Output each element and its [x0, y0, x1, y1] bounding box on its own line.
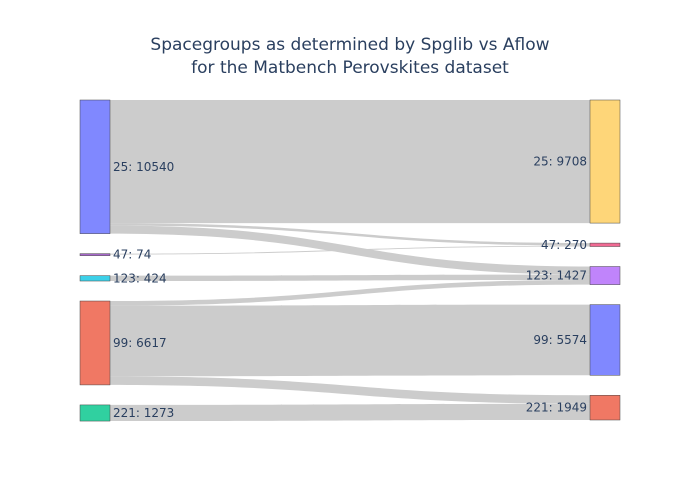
right-node-label-123: 123: 1427: [526, 269, 587, 283]
left-node-123[interactable]: [79, 275, 111, 282]
right-node-label-47: 47: 270: [541, 238, 587, 252]
sankey-link-47-to-47[interactable]: [110, 245, 590, 255]
left-node-25[interactable]: [79, 99, 111, 234]
right-node-label-221: 221: 1949: [526, 401, 587, 415]
right-node-221[interactable]: [589, 395, 621, 421]
right-node-label-25: 25: 9708: [533, 155, 587, 169]
left-node-label-99: 99: 6617: [113, 336, 167, 350]
chart-title-line-1: Spacegroups as determined by Spglib vs A…: [150, 35, 549, 55]
left-node-221[interactable]: [79, 404, 111, 422]
sankey-link-99-to-99[interactable]: [110, 304, 590, 377]
sankey-link-123-to-123[interactable]: [110, 274, 590, 282]
right-node-123[interactable]: [589, 266, 621, 285]
right-node-47[interactable]: [589, 242, 621, 247]
left-node-label-221: 221: 1273: [113, 406, 174, 420]
sankey-link-221-to-221[interactable]: [110, 403, 590, 422]
right-node-label-99: 99: 5574: [533, 333, 587, 347]
sankey-link-99-to-221[interactable]: [110, 376, 590, 404]
sankey-link-99-to-123[interactable]: [110, 279, 590, 306]
left-node-label-123: 123: 424: [113, 271, 167, 285]
left-node-47[interactable]: [79, 253, 111, 256]
chart-title-line-2: for the Matbench Perovskites dataset: [191, 58, 509, 78]
sankey-link-25-to-25[interactable]: [110, 100, 590, 224]
right-node-99[interactable]: [589, 304, 621, 376]
left-node-label-47: 47: 74: [113, 248, 151, 262]
left-node-label-25: 25: 10540: [113, 160, 174, 174]
sankey-link-25-to-47[interactable]: [110, 223, 590, 246]
left-node-99[interactable]: [79, 300, 111, 386]
right-node-25[interactable]: [589, 99, 621, 224]
